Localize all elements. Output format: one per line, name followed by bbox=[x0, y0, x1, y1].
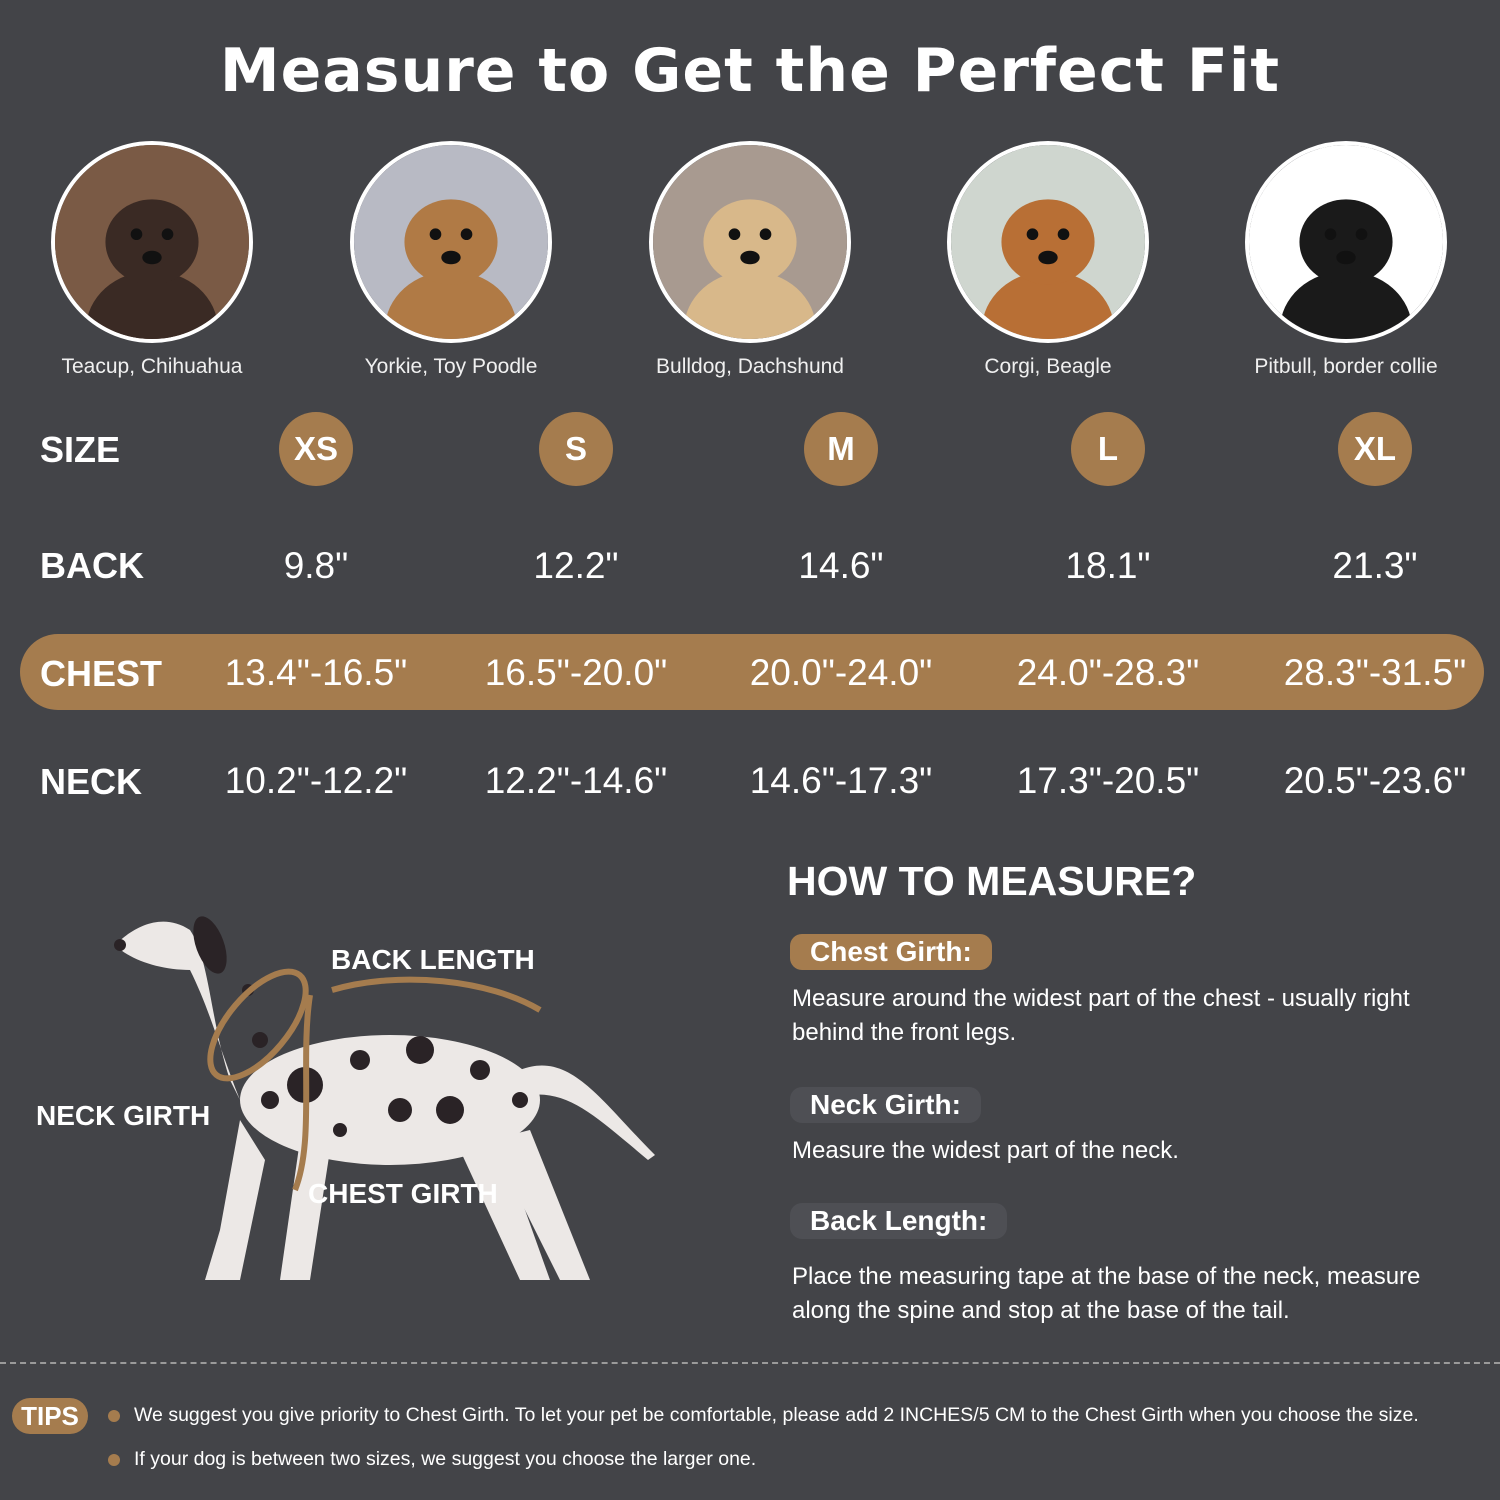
neck-value: 12.2"-14.6" bbox=[484, 760, 668, 801]
chest-value: 13.4"-16.5" bbox=[224, 652, 408, 693]
tip-text: If your dog is between two sizes, we sug… bbox=[134, 1448, 757, 1470]
neck-value: 10.2"-12.2" bbox=[224, 760, 408, 801]
size-badge: M bbox=[804, 412, 878, 486]
bullet-icon bbox=[108, 1409, 120, 1422]
dog-photo bbox=[649, 141, 851, 343]
chest-girth-description: Measure around the widest part of the ch… bbox=[792, 985, 1410, 1046]
how-to-measure-heading: HOW TO MEASURE? bbox=[787, 858, 1197, 904]
size-badge: XL bbox=[1338, 412, 1412, 486]
dog-photo bbox=[1245, 141, 1447, 343]
back-row-label: BACK bbox=[40, 545, 144, 586]
breed-caption: Teacup, Chihuahua bbox=[61, 355, 243, 378]
dalmatian-illustration bbox=[114, 916, 655, 1280]
chest-row-label: CHEST bbox=[40, 653, 163, 694]
size-badge: S bbox=[539, 412, 613, 486]
neck-value: 20.5"-23.6" bbox=[1283, 760, 1467, 801]
back-value: 9.8" bbox=[283, 545, 349, 586]
breed-caption: Corgi, Beagle bbox=[984, 355, 1112, 378]
back-length-description: Place the measuring tape at the base of … bbox=[792, 1263, 1421, 1324]
chest-girth-pill: Chest Girth: bbox=[790, 934, 992, 970]
dog-photo bbox=[350, 141, 552, 343]
breed-caption: Bulldog, Dachshund bbox=[656, 355, 844, 378]
chest-row-highlight bbox=[20, 634, 1484, 710]
back-value: 12.2" bbox=[533, 545, 619, 586]
dog-photo bbox=[947, 141, 1149, 343]
tip-item: If your dog is between two sizes, we sug… bbox=[108, 1448, 756, 1471]
breed-caption: Pitbull, border collie bbox=[1254, 355, 1438, 378]
neck-girth-pill: Neck Girth: bbox=[790, 1087, 981, 1123]
size-row-label: SIZE bbox=[40, 429, 121, 470]
back-value: 18.1" bbox=[1065, 545, 1151, 586]
back-value: 14.6" bbox=[798, 545, 884, 586]
dog-photo bbox=[51, 141, 253, 343]
breed-caption: Yorkie, Toy Poodle bbox=[364, 355, 538, 378]
neck-girth-label: NECK GIRTH bbox=[36, 1100, 211, 1131]
neck-row-label: NECK bbox=[40, 761, 143, 802]
bullet-icon bbox=[108, 1453, 120, 1466]
chest-value: 24.0"-28.3" bbox=[1016, 652, 1200, 693]
size-badge: L bbox=[1071, 412, 1145, 486]
chest-value: 20.0"-24.0" bbox=[749, 652, 933, 693]
neck-value: 14.6"-17.3" bbox=[749, 760, 933, 801]
chest-value: 28.3"-31.5" bbox=[1283, 652, 1467, 693]
neck-value: 17.3"-20.5" bbox=[1016, 760, 1200, 801]
dashed-divider bbox=[0, 1362, 1500, 1364]
back-length-pill: Back Length: bbox=[790, 1203, 1008, 1239]
chest-girth-label: CHEST GIRTH bbox=[308, 1178, 498, 1209]
tip-text: We suggest you give priority to Chest Gi… bbox=[134, 1404, 1419, 1426]
tip-item: We suggest you give priority to Chest Gi… bbox=[108, 1404, 1419, 1427]
chest-value: 16.5"-20.0" bbox=[484, 652, 668, 693]
back-length-label: BACK LENGTH bbox=[331, 944, 535, 975]
tips-badge: TIPS bbox=[12, 1398, 88, 1434]
size-badge: XS bbox=[279, 412, 353, 486]
back-value: 21.3" bbox=[1332, 545, 1418, 586]
neck-girth-description: Measure the widest part of the neck. bbox=[792, 1137, 1179, 1164]
page-title: Measure to Get the Perfect Fit bbox=[219, 36, 1281, 106]
